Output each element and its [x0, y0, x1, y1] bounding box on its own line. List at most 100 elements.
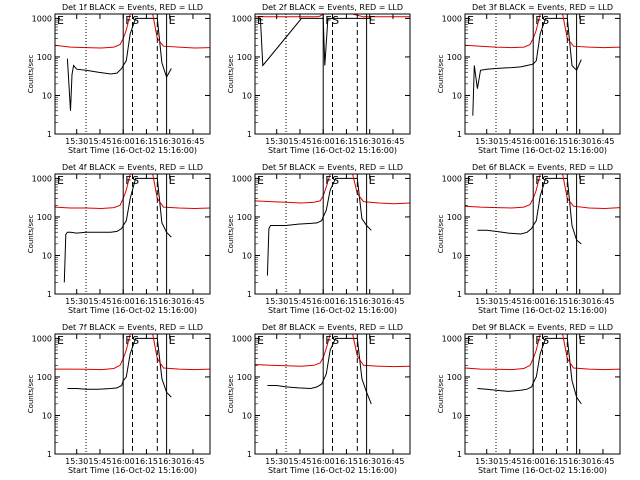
marker-label: F — [325, 174, 331, 187]
x-tick-label: 16:30 — [568, 297, 591, 306]
x-tick-label: 16:45 — [591, 457, 614, 466]
x-tick-label: 16:30 — [568, 137, 591, 146]
marker-label: E — [369, 14, 376, 27]
panel-title: Det 9f BLACK = Events, RED = LLD — [472, 323, 613, 332]
y-tick-label: 1 — [47, 130, 52, 139]
y-tick-label: 10 — [242, 411, 252, 420]
y-tick-label: 10 — [242, 251, 252, 260]
marker-label: E — [579, 334, 586, 347]
events-line — [258, 17, 372, 67]
marker-label: E — [257, 14, 264, 27]
marker-label: E — [57, 174, 64, 187]
plot-frame — [54, 333, 211, 455]
marker-label: S — [332, 14, 339, 27]
plot-frame — [254, 13, 411, 135]
panel-title: Det 1f BLACK = Events, RED = LLD — [62, 3, 203, 12]
x-tick-label: 16:00 — [312, 137, 335, 146]
x-axis-label: Start Time (16-Oct-02 15:16:00) — [68, 146, 197, 155]
x-tick-label: 16:15 — [335, 457, 358, 466]
y-tick-label: 1000 — [442, 334, 462, 343]
marker-label: E — [57, 14, 64, 27]
y-tick-label: 100 — [37, 53, 52, 62]
x-tick-label: 15:30 — [475, 297, 498, 306]
y-tick-label: 100 — [237, 53, 252, 62]
marker-label: S — [542, 334, 549, 347]
y-tick-label: 1 — [457, 450, 462, 459]
panel-title: Det 6f BLACK = Events, RED = LLD — [472, 163, 613, 172]
marker-label: E — [467, 334, 474, 347]
x-axis-label: Start Time (16-Oct-02 15:16:00) — [268, 466, 397, 475]
marker-label: E — [369, 174, 376, 187]
y-tick-label: 1000 — [32, 174, 52, 183]
marker-label: E — [169, 334, 176, 347]
y-axis-label: Counts/sec — [27, 375, 35, 414]
x-axis-label: Start Time (16-Oct-02 15:16:00) — [268, 146, 397, 155]
marker-label: S — [132, 14, 139, 27]
events-line — [266, 177, 372, 276]
x-tick-label: 15:45 — [288, 297, 311, 306]
y-tick-label: 100 — [237, 373, 252, 382]
x-tick-label: 16:15 — [335, 297, 358, 306]
plot-frame — [54, 173, 211, 295]
events-line — [477, 337, 582, 405]
y-axis-label: Counts/sec — [437, 375, 445, 414]
x-tick-label: 16:45 — [381, 457, 404, 466]
x-tick-label: 16:15 — [335, 137, 358, 146]
detector-panel-6: Det 6f BLACK = Events, RED = LLD E F S E 1 10 1… — [437, 163, 621, 315]
x-tick-label: 15:45 — [288, 457, 311, 466]
marker-label: E — [257, 334, 264, 347]
x-tick-label: 15:30 — [65, 457, 88, 466]
detector-panel-8: Det 8f BLACK = Events, RED = LLD E F S E 1 10 1… — [227, 323, 411, 475]
x-tick-label: 16:00 — [112, 457, 135, 466]
x-tick-label: 15:45 — [88, 137, 111, 146]
marker-label: F — [125, 174, 131, 187]
marker-label: E — [57, 334, 64, 347]
x-tick-label: 16:45 — [591, 137, 614, 146]
events-line — [472, 17, 582, 116]
y-tick-label: 1000 — [32, 14, 52, 23]
x-tick-label: 16:00 — [312, 297, 335, 306]
x-tick-label: 16:45 — [181, 457, 204, 466]
detector-panel-5: Det 5f BLACK = Events, RED = LLD E F S E 1 10 1… — [227, 163, 411, 315]
y-tick-label: 1 — [247, 450, 252, 459]
marker-label: F — [125, 334, 131, 347]
y-tick-label: 10 — [452, 251, 462, 260]
x-tick-label: 16:15 — [545, 457, 568, 466]
y-axis-label: Counts/sec — [227, 55, 235, 94]
y-axis-label: Counts/sec — [227, 215, 235, 254]
plot-frame — [254, 173, 411, 295]
y-tick-label: 10 — [452, 411, 462, 420]
marker-label: F — [535, 14, 541, 27]
x-axis-label: Start Time (16-Oct-02 15:16:00) — [478, 466, 607, 475]
marker-label: F — [535, 174, 541, 187]
marker-label: F — [535, 334, 541, 347]
x-tick-label: 15:30 — [65, 137, 88, 146]
marker-label: E — [467, 14, 474, 27]
panel-title: Det 2f BLACK = Events, RED = LLD — [262, 3, 403, 12]
x-axis-label: Start Time (16-Oct-02 15:16:00) — [68, 306, 197, 315]
marker-label: E — [169, 174, 176, 187]
panel-title: Det 4f BLACK = Events, RED = LLD — [62, 163, 203, 172]
x-tick-label: 15:45 — [88, 457, 111, 466]
y-tick-label: 1000 — [232, 334, 252, 343]
marker-label: E — [579, 14, 586, 27]
marker-label: S — [332, 334, 339, 347]
x-axis-label: Start Time (16-Oct-02 15:16:00) — [268, 306, 397, 315]
x-tick-label: 16:15 — [135, 297, 158, 306]
y-tick-label: 1000 — [442, 174, 462, 183]
panel-title: Det 3f BLACK = Events, RED = LLD — [472, 3, 613, 12]
x-axis-label: Start Time (16-Oct-02 15:16:00) — [478, 146, 607, 155]
y-tick-label: 1000 — [232, 174, 252, 183]
y-axis-label: Counts/sec — [27, 55, 35, 94]
panel-title: Det 7f BLACK = Events, RED = LLD — [62, 323, 203, 332]
x-tick-label: 15:45 — [88, 297, 111, 306]
x-tick-label: 15:45 — [498, 457, 521, 466]
marker-label: E — [169, 14, 176, 27]
y-tick-label: 1 — [47, 450, 52, 459]
y-tick-label: 1 — [247, 290, 252, 299]
x-tick-label: 16:45 — [181, 137, 204, 146]
x-tick-label: 15:45 — [288, 137, 311, 146]
marker-label: E — [467, 174, 474, 187]
x-tick-label: 16:30 — [158, 297, 181, 306]
